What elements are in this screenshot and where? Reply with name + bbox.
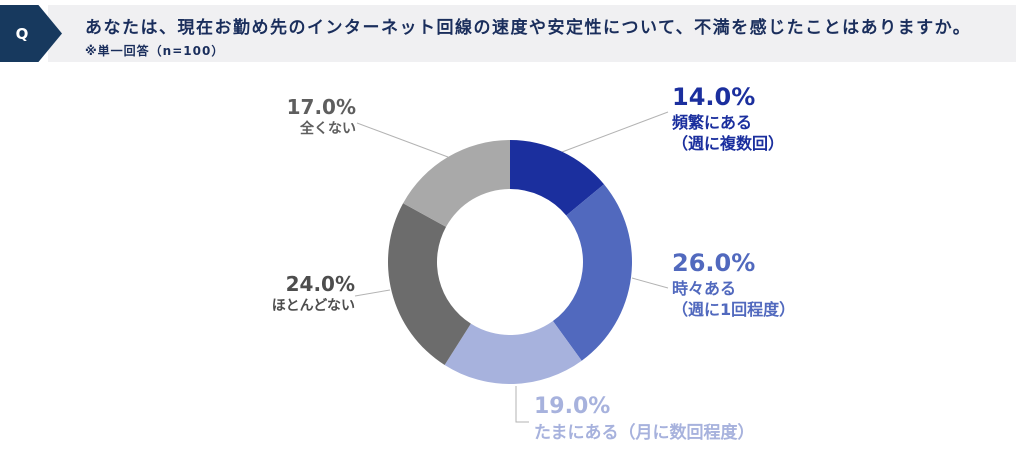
label-never: 17.0% 全くない bbox=[202, 97, 356, 138]
answer-text: 全くない bbox=[300, 121, 356, 137]
question-badge-letter: Q bbox=[15, 24, 29, 43]
leader-line-frequent bbox=[561, 111, 669, 153]
donut-segment-4 bbox=[403, 140, 510, 227]
percent-value: 26.0% bbox=[672, 249, 756, 277]
question-bar: あなたは、現在お勤め先のインターネット回線の速度や安定性について、不満を感じたこ… bbox=[48, 5, 1016, 62]
leader-line-sometimes bbox=[631, 277, 669, 289]
leader-line-never bbox=[356, 122, 449, 158]
label-rarely: 24.0% ほとんどない bbox=[200, 274, 355, 315]
answer-text: 頻繁にある bbox=[672, 113, 753, 133]
answer-text-detail: （週に複数回） bbox=[672, 133, 785, 153]
question-note: ※単一回答（n=100） bbox=[85, 44, 225, 58]
leader-line-rarely bbox=[354, 289, 391, 297]
percent-value: 17.0% bbox=[286, 95, 356, 119]
label-occasional: 19.0% たまにある（月に数回程度） bbox=[534, 395, 755, 444]
answer-text: ほとんどない bbox=[271, 298, 355, 314]
answer-text-detail: （週に1回程度） bbox=[672, 299, 796, 319]
donut-segment-0 bbox=[510, 140, 604, 216]
answer-text: 時々ある bbox=[672, 279, 737, 299]
label-frequent: 14.0% 頻繁にある （週に複数回） bbox=[672, 83, 785, 155]
leader-line-occasional bbox=[515, 386, 529, 423]
question-text: あなたは、現在お勤め先のインターネット回線の速度や安定性について、不満を感じたこ… bbox=[85, 18, 972, 38]
donut-segment-1 bbox=[552, 184, 633, 361]
percent-value: 24.0% bbox=[285, 272, 355, 296]
label-sometimes: 26.0% 時々ある （週に1回程度） bbox=[672, 249, 796, 321]
answer-text: たまにある（月に数回程度） bbox=[534, 423, 755, 444]
donut-segment-2 bbox=[444, 321, 582, 385]
percent-value: 14.0% bbox=[672, 83, 756, 111]
donut-segment-3 bbox=[388, 203, 471, 366]
percent-value: 19.0% bbox=[534, 394, 611, 419]
